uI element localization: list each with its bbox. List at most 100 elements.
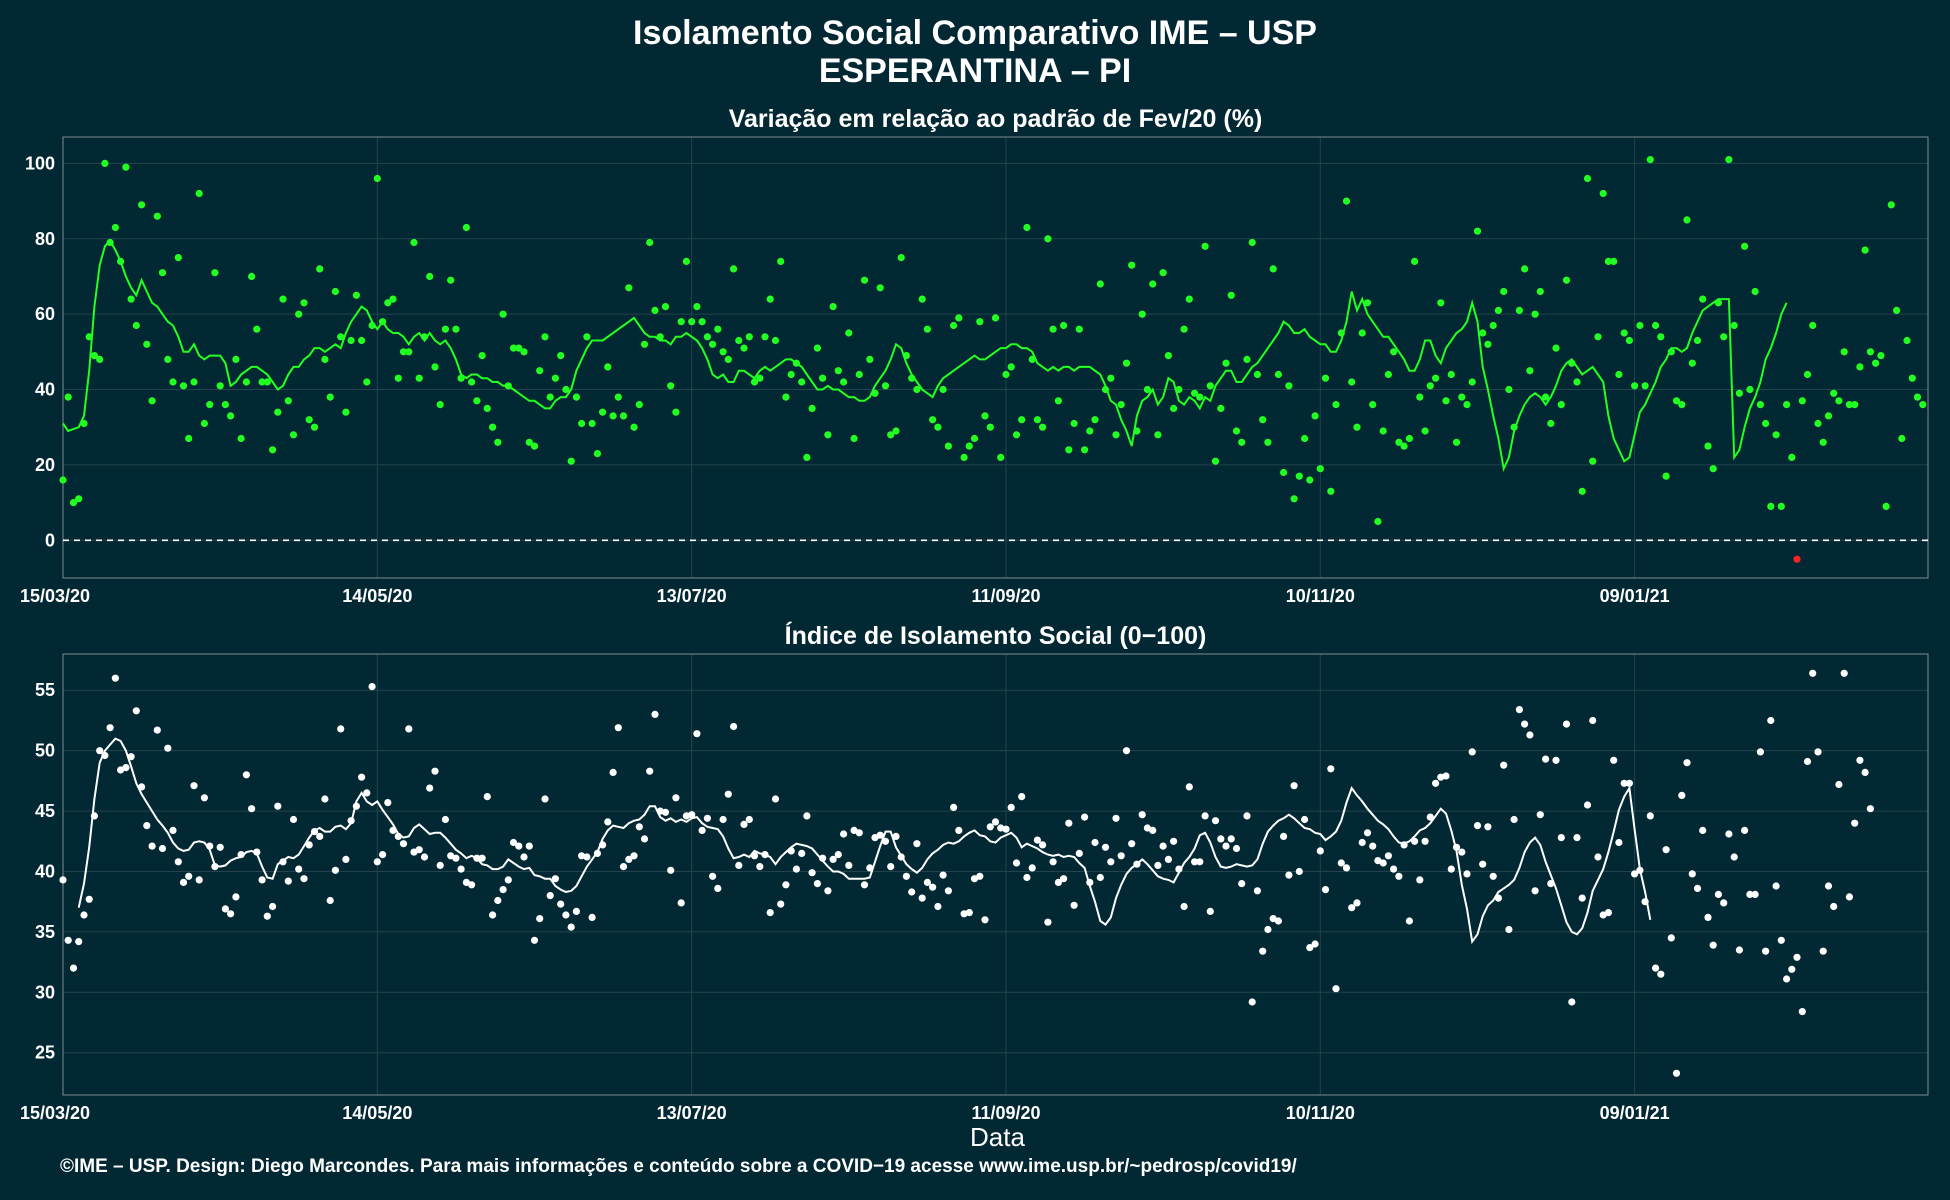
data-point bbox=[604, 818, 612, 826]
data-point bbox=[1479, 860, 1487, 868]
data-point bbox=[934, 423, 942, 431]
data-point bbox=[619, 412, 628, 420]
data-point bbox=[1327, 765, 1335, 773]
data-point bbox=[824, 431, 832, 439]
data-point bbox=[1589, 457, 1597, 465]
data-point bbox=[274, 802, 282, 810]
data-point bbox=[1814, 748, 1822, 756]
data-point bbox=[855, 370, 863, 379]
data-point bbox=[735, 861, 743, 870]
data-point bbox=[1568, 998, 1576, 1006]
data-point bbox=[269, 902, 277, 911]
data-point bbox=[724, 355, 732, 363]
data-point bbox=[242, 378, 250, 386]
data-point bbox=[1547, 880, 1555, 888]
data-point bbox=[572, 393, 581, 401]
data-point bbox=[1143, 385, 1151, 394]
data-point bbox=[750, 852, 759, 860]
data-point bbox=[1515, 706, 1523, 714]
data-point bbox=[101, 751, 109, 760]
data-point bbox=[1395, 438, 1403, 446]
data-point bbox=[1788, 453, 1796, 461]
data-point bbox=[1311, 412, 1319, 420]
data-point bbox=[1704, 442, 1712, 450]
data-point bbox=[1709, 465, 1717, 473]
data-point bbox=[1720, 899, 1728, 907]
data-point bbox=[557, 352, 565, 360]
data-point bbox=[640, 340, 649, 348]
data-point bbox=[1332, 985, 1340, 993]
data-point bbox=[651, 710, 659, 719]
data-point bbox=[834, 851, 842, 859]
data-point bbox=[1793, 953, 1801, 961]
data-point bbox=[295, 310, 303, 318]
data-point bbox=[1358, 329, 1366, 337]
data-point bbox=[1798, 1008, 1806, 1016]
data-point bbox=[1411, 837, 1419, 845]
data-point bbox=[1819, 947, 1827, 955]
data-point bbox=[1589, 716, 1597, 725]
x-tick-label: 13/07/20 bbox=[657, 586, 727, 606]
data-point bbox=[567, 457, 575, 465]
x-tick-label: 09/01/21 bbox=[1600, 586, 1670, 606]
data-point bbox=[1117, 852, 1125, 860]
data-point bbox=[593, 849, 602, 858]
data-point bbox=[300, 299, 308, 307]
data-point bbox=[384, 299, 392, 307]
data-point bbox=[551, 875, 560, 883]
data-point bbox=[1458, 848, 1466, 856]
x-tick-label: 15/03/20 bbox=[20, 586, 90, 606]
chart-subtitle: ESPERANTINA – PI bbox=[818, 52, 1132, 90]
data-point bbox=[59, 876, 67, 884]
data-point bbox=[525, 842, 533, 850]
data-point bbox=[478, 854, 486, 862]
data-point bbox=[232, 355, 240, 363]
data-point bbox=[59, 476, 67, 484]
data-point bbox=[420, 333, 429, 341]
data-point bbox=[588, 419, 596, 428]
data-point bbox=[1756, 401, 1764, 409]
panel-title: Variação em relação ao padrão de Fev/20 … bbox=[729, 105, 1263, 133]
data-point bbox=[447, 276, 455, 284]
data-point bbox=[169, 378, 177, 386]
data-point bbox=[819, 374, 827, 382]
data-point bbox=[798, 849, 806, 858]
data-point bbox=[1667, 934, 1675, 942]
data-point bbox=[902, 352, 911, 360]
data-point bbox=[1342, 197, 1351, 205]
data-point bbox=[405, 725, 413, 733]
data-point bbox=[1122, 359, 1131, 367]
data-point bbox=[1913, 393, 1922, 401]
data-point bbox=[824, 887, 832, 895]
data-point bbox=[1767, 502, 1775, 510]
data-point bbox=[918, 295, 926, 303]
data-point bbox=[1363, 299, 1372, 307]
data-point bbox=[1442, 772, 1450, 780]
data-point bbox=[1306, 944, 1314, 952]
data-point bbox=[866, 355, 874, 363]
data-point bbox=[667, 382, 675, 390]
data-point bbox=[1662, 846, 1670, 854]
data-point bbox=[1777, 502, 1785, 510]
data-point bbox=[881, 382, 890, 390]
data-point bbox=[1432, 779, 1440, 787]
data-point bbox=[1625, 779, 1633, 787]
data-point bbox=[1369, 401, 1377, 409]
data-point bbox=[468, 881, 476, 889]
plot-frame bbox=[62, 653, 1929, 1096]
data-point bbox=[950, 321, 958, 330]
data-point bbox=[1122, 747, 1131, 755]
data-point bbox=[1720, 333, 1728, 341]
data-point bbox=[1615, 838, 1623, 847]
data-point bbox=[206, 842, 214, 850]
data-point bbox=[1337, 329, 1345, 337]
data-point bbox=[588, 913, 596, 922]
data-point bbox=[536, 915, 544, 923]
data-point bbox=[1861, 246, 1869, 254]
data-point bbox=[253, 848, 261, 856]
data-point bbox=[1206, 382, 1214, 390]
data-point bbox=[1191, 858, 1199, 866]
data-point bbox=[1494, 306, 1502, 314]
x-tick-label: 11/09/20 bbox=[971, 1103, 1040, 1123]
data-point bbox=[1259, 947, 1267, 955]
